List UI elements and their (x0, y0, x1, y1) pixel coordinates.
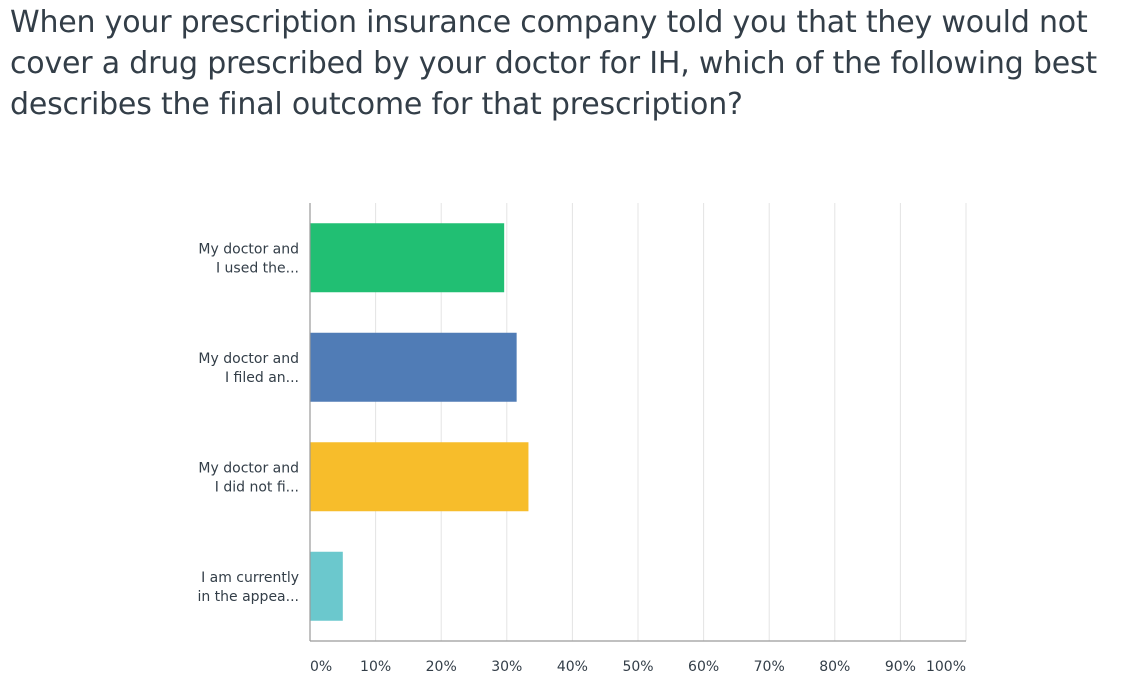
x-tick-label: 80% (819, 659, 850, 675)
bars (310, 223, 529, 621)
x-tick-label: 10% (360, 659, 391, 675)
x-tick-label: 100% (926, 659, 966, 675)
category-label: My doctor and I did not fi... (198, 460, 299, 495)
x-tick-label: 0% (310, 659, 332, 675)
x-tick-label: 30% (491, 659, 522, 675)
x-tick-label: 60% (688, 659, 719, 675)
bar (310, 442, 529, 512)
bar (310, 551, 343, 621)
chart-title: When your prescription insurance company… (10, 5, 1097, 122)
bar (310, 332, 517, 402)
category-label: My doctor and I used the... (198, 241, 299, 276)
category-label-line: I filed an... (225, 370, 299, 386)
category-label-line: My doctor and (198, 241, 299, 257)
category-label-line: I did not fi... (215, 479, 299, 495)
x-tick-label: 40% (557, 659, 588, 675)
x-axis-tick-labels: 0% 10% 20% 30% 40% 50% 60% 70% 80% 90% 100% (310, 659, 966, 675)
category-label-line: My doctor and (198, 351, 299, 367)
category-label-line: in the appea... (197, 589, 299, 605)
category-labels: My doctor and I used the... My doctor and I… (197, 241, 299, 605)
x-tick-label: 90% (885, 659, 916, 675)
category-label-line: My doctor and (198, 460, 299, 476)
bar (310, 223, 505, 293)
x-tick-label: 20% (426, 659, 457, 675)
x-tick-label: 70% (754, 659, 785, 675)
category-label: My doctor and I filed an... (198, 351, 299, 386)
category-label: I am currently in the appea... (197, 570, 299, 605)
x-tick-label: 50% (622, 659, 653, 675)
category-label-line: I used the... (216, 260, 299, 276)
category-label-line: I am currently (201, 570, 299, 586)
